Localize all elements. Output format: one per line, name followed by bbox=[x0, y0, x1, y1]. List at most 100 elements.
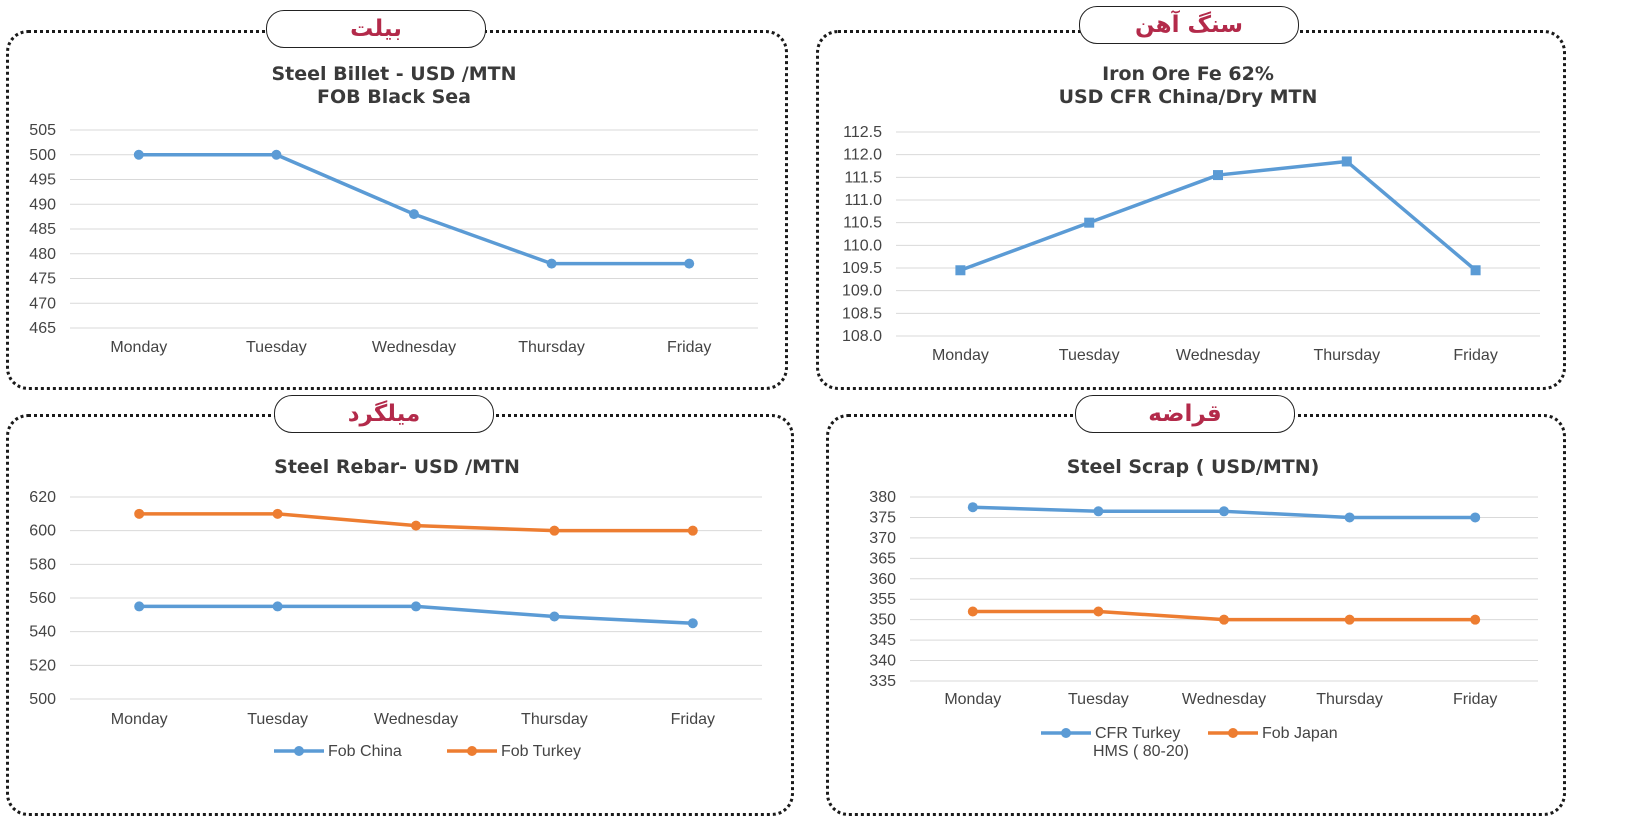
y-tick-label: 495 bbox=[29, 172, 56, 189]
data-point bbox=[684, 258, 695, 269]
data-point bbox=[1341, 156, 1352, 167]
billet-tab: بیلت bbox=[266, 10, 486, 48]
legend-marker bbox=[467, 746, 477, 756]
y-tick-label: 380 bbox=[869, 489, 896, 506]
data-point bbox=[271, 149, 282, 160]
y-tick-label: 600 bbox=[29, 523, 56, 540]
data-point bbox=[546, 258, 557, 269]
x-tick-label: Tuesday bbox=[247, 711, 308, 728]
y-tick-label: 109.5 bbox=[842, 260, 882, 277]
data-point bbox=[134, 601, 145, 612]
y-tick-label: 108.0 bbox=[842, 328, 882, 345]
y-tick-label: 109.0 bbox=[842, 283, 882, 300]
data-point bbox=[1093, 606, 1104, 617]
y-tick-label: 111.0 bbox=[844, 192, 882, 209]
data-point bbox=[955, 265, 966, 276]
scrap-tab: قراضه bbox=[1075, 395, 1295, 433]
data-point bbox=[687, 525, 698, 536]
x-tick-label: Wednesday bbox=[1182, 691, 1266, 708]
chart-title: USD CFR China/Dry MTN bbox=[1059, 86, 1318, 108]
data-point bbox=[1344, 614, 1355, 625]
y-tick-label: 475 bbox=[29, 271, 56, 288]
x-tick-label: Friday bbox=[667, 339, 711, 356]
x-tick-label: Thursday bbox=[518, 339, 585, 356]
chart-title: FOB Black Sea bbox=[317, 86, 471, 108]
y-tick-label: 540 bbox=[29, 624, 56, 641]
y-tick-label: 485 bbox=[29, 221, 56, 238]
y-tick-label: 360 bbox=[869, 571, 896, 588]
chart-title: Iron Ore Fe 62% bbox=[1102, 63, 1274, 85]
y-tick-label: 620 bbox=[29, 489, 56, 506]
data-point bbox=[1470, 512, 1481, 523]
x-tick-label: Thursday bbox=[521, 711, 588, 728]
x-tick-label: Monday bbox=[932, 347, 989, 364]
x-tick-label: Thursday bbox=[1313, 347, 1380, 364]
y-tick-label: 520 bbox=[29, 657, 56, 674]
data-point bbox=[1219, 614, 1229, 625]
y-tick-label: 365 bbox=[869, 550, 896, 567]
y-tick-label: 112.5 bbox=[843, 124, 882, 141]
y-tick-label: 465 bbox=[29, 320, 56, 337]
legend-label: Fob China bbox=[328, 743, 402, 760]
y-tick-label: 110.0 bbox=[843, 237, 882, 254]
data-point bbox=[133, 149, 144, 160]
x-tick-label: Friday bbox=[1453, 347, 1497, 364]
y-tick-label: 500 bbox=[29, 147, 56, 164]
y-tick-label: 355 bbox=[869, 591, 896, 608]
x-tick-label: Friday bbox=[1453, 691, 1497, 708]
data-point bbox=[272, 508, 283, 519]
y-tick-label: 111.5 bbox=[844, 169, 882, 186]
x-tick-label: Friday bbox=[671, 711, 715, 728]
y-tick-label: 370 bbox=[869, 530, 896, 547]
y-tick-label: 505 bbox=[29, 122, 56, 139]
legend-label: HMS ( 80-20) bbox=[1093, 743, 1189, 760]
data-point bbox=[549, 525, 560, 536]
y-tick-label: 560 bbox=[29, 590, 56, 607]
y-tick-label: 345 bbox=[869, 632, 896, 649]
data-point bbox=[1344, 512, 1355, 523]
data-point bbox=[134, 508, 145, 519]
y-tick-label: 375 bbox=[869, 509, 896, 526]
y-tick-label: 480 bbox=[29, 246, 56, 263]
chart-title: Steel Rebar- USD /MTN bbox=[274, 456, 520, 478]
legend-label: CFR Turkey bbox=[1095, 725, 1180, 742]
data-point bbox=[549, 611, 560, 622]
x-tick-label: Tuesday bbox=[246, 339, 307, 356]
x-tick-label: Wednesday bbox=[374, 711, 458, 728]
rebar-panel bbox=[6, 414, 794, 816]
data-point bbox=[687, 618, 698, 629]
iron-ore-tab: سنگ آهن bbox=[1079, 6, 1299, 44]
y-tick-label: 490 bbox=[29, 196, 56, 213]
y-tick-label: 500 bbox=[29, 691, 56, 708]
x-tick-label: Wednesday bbox=[372, 339, 456, 356]
y-tick-label: 350 bbox=[869, 612, 896, 629]
x-tick-label: Wednesday bbox=[1176, 347, 1260, 364]
data-point bbox=[1470, 614, 1481, 625]
x-tick-label: Monday bbox=[110, 339, 167, 356]
y-tick-label: 110.5 bbox=[843, 215, 882, 232]
data-point bbox=[1093, 506, 1104, 517]
data-point bbox=[409, 209, 419, 220]
y-tick-label: 470 bbox=[29, 295, 56, 312]
legend-marker bbox=[294, 746, 304, 756]
rebar-chart: Steel Rebar- USD /MTN 500 520 540 560 580 600 6… bbox=[29, 456, 762, 760]
data-point bbox=[1084, 217, 1095, 228]
chart-title: Steel Scrap ( USD/MTN) bbox=[1067, 456, 1320, 478]
data-point bbox=[272, 601, 283, 612]
data-point bbox=[1470, 265, 1481, 276]
y-tick-label: 112.0 bbox=[843, 147, 882, 164]
data-point bbox=[1219, 506, 1229, 517]
billet-panel bbox=[6, 30, 788, 390]
data-point bbox=[967, 502, 978, 513]
data-point bbox=[411, 601, 421, 612]
x-tick-label: Monday bbox=[111, 711, 168, 728]
rebar-tab: میلگرد bbox=[274, 395, 494, 433]
y-tick-label: 335 bbox=[869, 673, 896, 690]
y-tick-label: 580 bbox=[29, 556, 56, 573]
y-tick-label: 108.5 bbox=[842, 305, 882, 322]
legend-marker bbox=[1061, 728, 1071, 738]
y-tick-label: 340 bbox=[869, 653, 896, 670]
chart-title: Steel Billet - USD /MTN bbox=[272, 63, 517, 85]
data-point bbox=[967, 606, 978, 617]
